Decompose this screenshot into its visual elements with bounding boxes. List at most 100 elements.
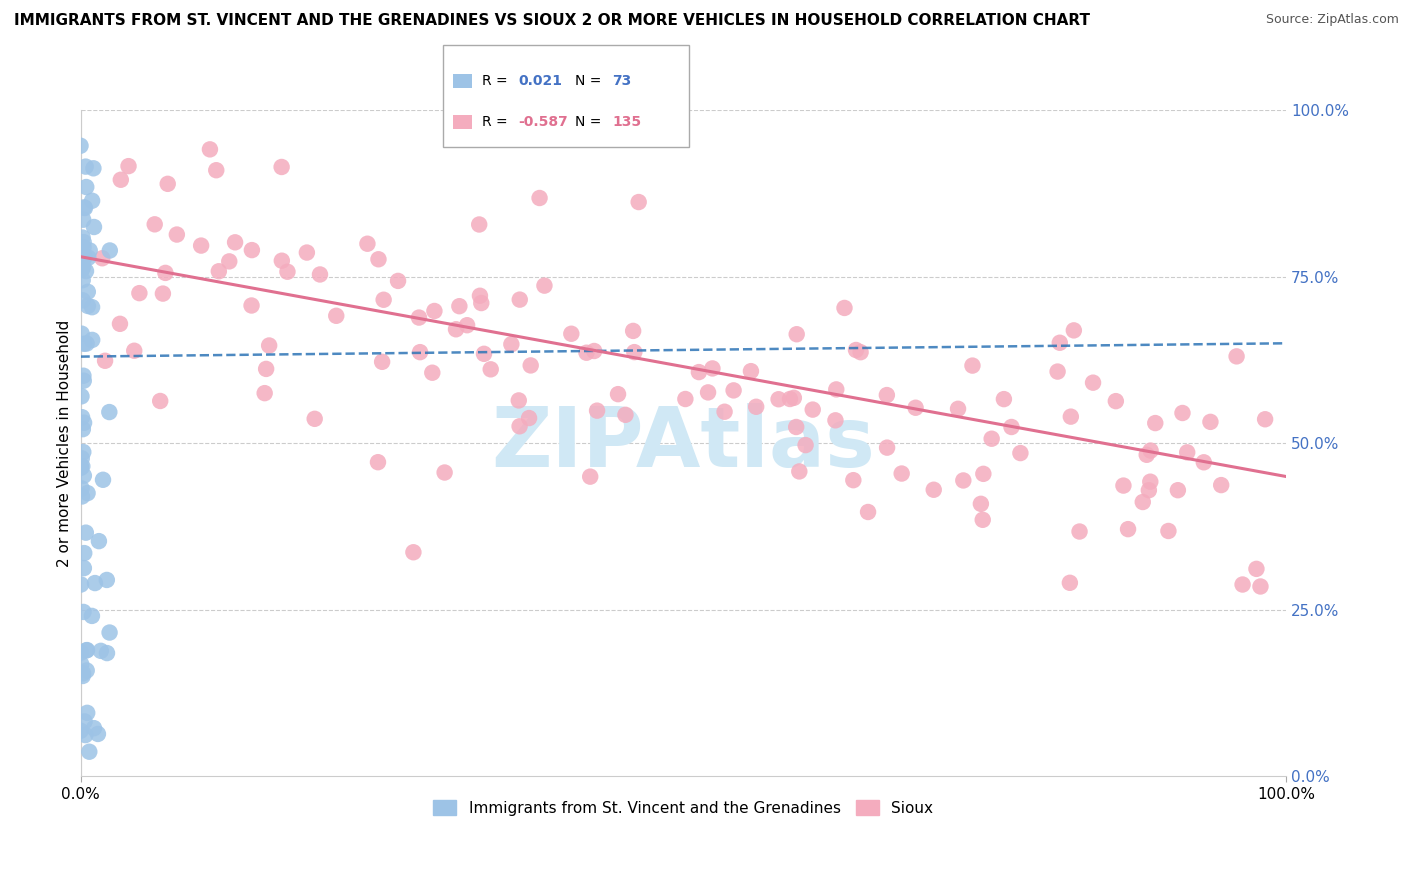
Point bbox=[456, 318, 478, 333]
Point bbox=[72, 260, 94, 274]
Point bbox=[845, 343, 868, 357]
Point bbox=[72, 235, 94, 249]
Point bbox=[697, 385, 720, 400]
Point bbox=[834, 301, 856, 315]
Point bbox=[688, 365, 710, 379]
Point bbox=[1081, 376, 1104, 390]
Point bbox=[91, 473, 114, 487]
Point bbox=[98, 405, 121, 419]
Point bbox=[922, 483, 945, 497]
Point bbox=[69, 460, 91, 475]
Point bbox=[1139, 443, 1161, 458]
Point bbox=[155, 266, 177, 280]
Point bbox=[240, 243, 263, 257]
Point bbox=[70, 490, 93, 504]
Text: 135: 135 bbox=[612, 114, 641, 128]
Point bbox=[1136, 448, 1159, 462]
Text: N =: N = bbox=[575, 73, 602, 87]
Point bbox=[876, 441, 898, 455]
Point bbox=[402, 545, 425, 559]
Point bbox=[76, 664, 98, 678]
Point bbox=[87, 727, 110, 741]
Point bbox=[72, 230, 94, 244]
Point bbox=[128, 286, 150, 301]
Point bbox=[1211, 478, 1233, 492]
Point bbox=[75, 525, 97, 540]
Point bbox=[1139, 475, 1161, 489]
Point bbox=[117, 159, 139, 173]
Point bbox=[70, 482, 93, 496]
Point bbox=[70, 657, 93, 671]
Point bbox=[149, 394, 172, 409]
Point bbox=[1049, 335, 1071, 350]
Point bbox=[69, 723, 91, 738]
Point bbox=[82, 161, 104, 176]
Point bbox=[1112, 478, 1135, 492]
Point bbox=[304, 412, 326, 426]
Point bbox=[76, 336, 98, 351]
Point bbox=[72, 605, 94, 619]
Point bbox=[621, 324, 644, 338]
Point bbox=[614, 408, 637, 422]
Point bbox=[80, 608, 103, 623]
Point bbox=[1000, 420, 1022, 434]
Point bbox=[904, 401, 927, 415]
Point bbox=[586, 403, 609, 417]
Point bbox=[75, 180, 97, 194]
Point bbox=[579, 469, 602, 483]
Point bbox=[1232, 577, 1254, 591]
Point bbox=[70, 459, 93, 474]
Point bbox=[433, 466, 456, 480]
Legend: Immigrants from St. Vincent and the Grenadines, Sioux: Immigrants from St. Vincent and the Gren… bbox=[427, 794, 939, 822]
Point bbox=[517, 411, 540, 425]
Point bbox=[70, 451, 93, 466]
Point bbox=[789, 465, 811, 479]
Point bbox=[76, 706, 98, 720]
Point bbox=[560, 326, 582, 341]
Point bbox=[387, 274, 409, 288]
Point bbox=[583, 343, 606, 358]
Point bbox=[745, 400, 768, 414]
Point bbox=[1249, 579, 1271, 593]
Point bbox=[198, 142, 221, 156]
Point bbox=[856, 505, 879, 519]
Point bbox=[72, 250, 94, 264]
Point bbox=[371, 355, 394, 369]
Point bbox=[79, 745, 101, 759]
Point bbox=[472, 347, 495, 361]
Point bbox=[72, 293, 94, 308]
Point bbox=[740, 364, 762, 378]
Point bbox=[1167, 483, 1189, 498]
Point bbox=[98, 625, 121, 640]
Point bbox=[890, 467, 912, 481]
Point bbox=[409, 345, 432, 359]
Point bbox=[509, 293, 531, 307]
Point bbox=[1063, 323, 1085, 337]
Point bbox=[1192, 455, 1215, 469]
Point bbox=[1226, 350, 1249, 364]
Point bbox=[80, 300, 103, 314]
Point bbox=[970, 497, 993, 511]
Point bbox=[1046, 365, 1069, 379]
Point bbox=[73, 201, 96, 215]
Point bbox=[952, 474, 974, 488]
Point bbox=[794, 438, 817, 452]
Point bbox=[240, 298, 263, 312]
Point bbox=[702, 361, 724, 376]
Point bbox=[72, 273, 94, 287]
Point bbox=[270, 160, 292, 174]
Point bbox=[1060, 409, 1083, 424]
Point bbox=[73, 251, 96, 265]
Point bbox=[1137, 483, 1160, 498]
Point bbox=[83, 219, 105, 234]
Y-axis label: 2 or more Vehicles in Household: 2 or more Vehicles in Household bbox=[58, 319, 72, 566]
Point bbox=[75, 264, 97, 278]
Point bbox=[73, 561, 96, 575]
Point bbox=[533, 278, 555, 293]
Point bbox=[208, 264, 231, 278]
Point bbox=[73, 416, 96, 430]
Point bbox=[367, 252, 389, 267]
Point bbox=[508, 393, 530, 408]
FancyBboxPatch shape bbox=[443, 45, 689, 147]
Point bbox=[876, 388, 898, 402]
